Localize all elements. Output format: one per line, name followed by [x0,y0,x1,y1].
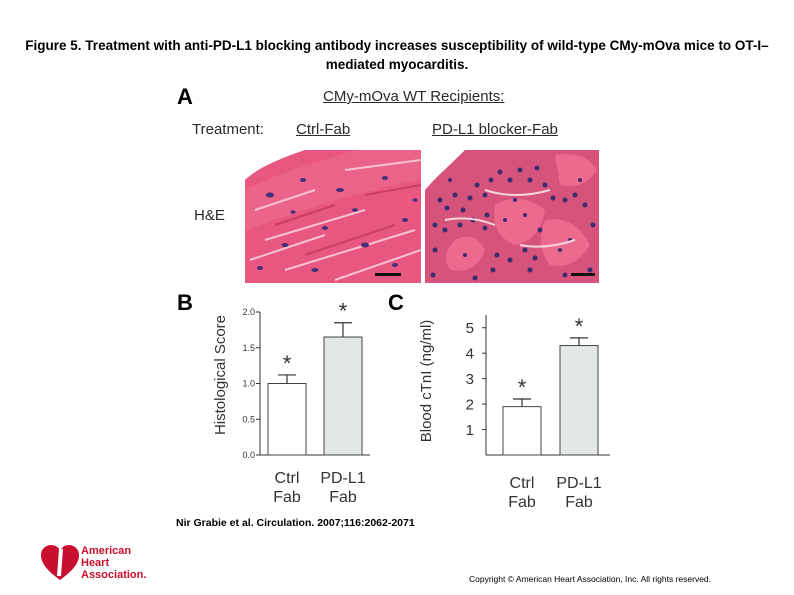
chart-histological-score: Histological Score 0.0 0.5 1.0 1.5 2.0 * Ctrl F… [212,299,370,506]
heart-torch-icon [38,540,82,584]
category-label-1-0: PD-L1 [320,470,365,487]
chart-b-ylabel: Histological Score [212,315,229,435]
category-label-1-1: Fab [329,489,357,506]
panel-a-letter: A [177,84,193,109]
y-tick-label: 0.0 [242,450,255,460]
category-label-1-1: Fab [565,494,593,511]
bar-0 [267,383,307,456]
treatment-pdl1-fab: PD-L1 blocker-Fab [432,121,558,138]
chart-c-ylabel: Blood cTnI (ng/ml) [418,320,435,443]
y-tick-label: 5 [466,320,474,337]
significance-star-1: * [339,299,348,324]
y-tick-label: 4 [466,345,474,362]
category-label-0-0: Ctrl [510,475,535,492]
category-label-0-1: Fab [273,489,301,506]
micrograph-pdl1-fab [425,150,599,283]
bar-0 [502,406,542,456]
aha-logo-line3: Association. [81,569,147,581]
micrograph-ctrl-fab [245,150,421,283]
stain-label: H&E [194,207,225,224]
y-tick-label: 2.0 [242,307,255,317]
aha-logo-text: American Heart Association. [81,545,146,581]
aha-logo-line2: Heart [81,557,110,569]
category-label-0-1: Fab [508,494,536,511]
y-tick-label: 1.0 [242,379,255,389]
aha-logo-line1: American [81,545,132,557]
chart-blood-ctni: Blood cTnI (ng/ml) 1 2 3 4 5 * Ctrl Fab * PD-L1 Fa… [418,314,610,511]
bar-1 [559,345,599,456]
y-tick-label: 1.5 [242,343,255,353]
category-label-1-0: PD-L1 [556,475,601,492]
copyright: Copyright © American Heart Association, … [469,574,712,584]
treatment-label: Treatment: [192,121,264,138]
bar-1 [323,336,363,456]
figure-title: Figure 5. Treatment with anti-PD-L1 bloc… [25,38,769,72]
category-label-0-0: Ctrl [275,470,300,487]
panel-a-heading: CMy-mOva WT Recipients: [323,88,505,105]
y-tick-label: 3 [466,371,474,388]
significance-star-0: * [518,375,527,400]
y-tick-label: 0.5 [242,414,255,424]
panel-b-letter: B [177,290,193,315]
significance-star-1: * [575,314,584,339]
panel-c-letter: C [388,290,404,315]
citation: Nir Grabie et al. Circulation. 2007;116:… [176,517,415,529]
y-tick-label: 1 [466,422,474,439]
significance-star-0: * [283,351,292,376]
y-tick-label: 2 [466,396,474,413]
treatment-ctrl-fab: Ctrl-Fab [296,121,351,138]
